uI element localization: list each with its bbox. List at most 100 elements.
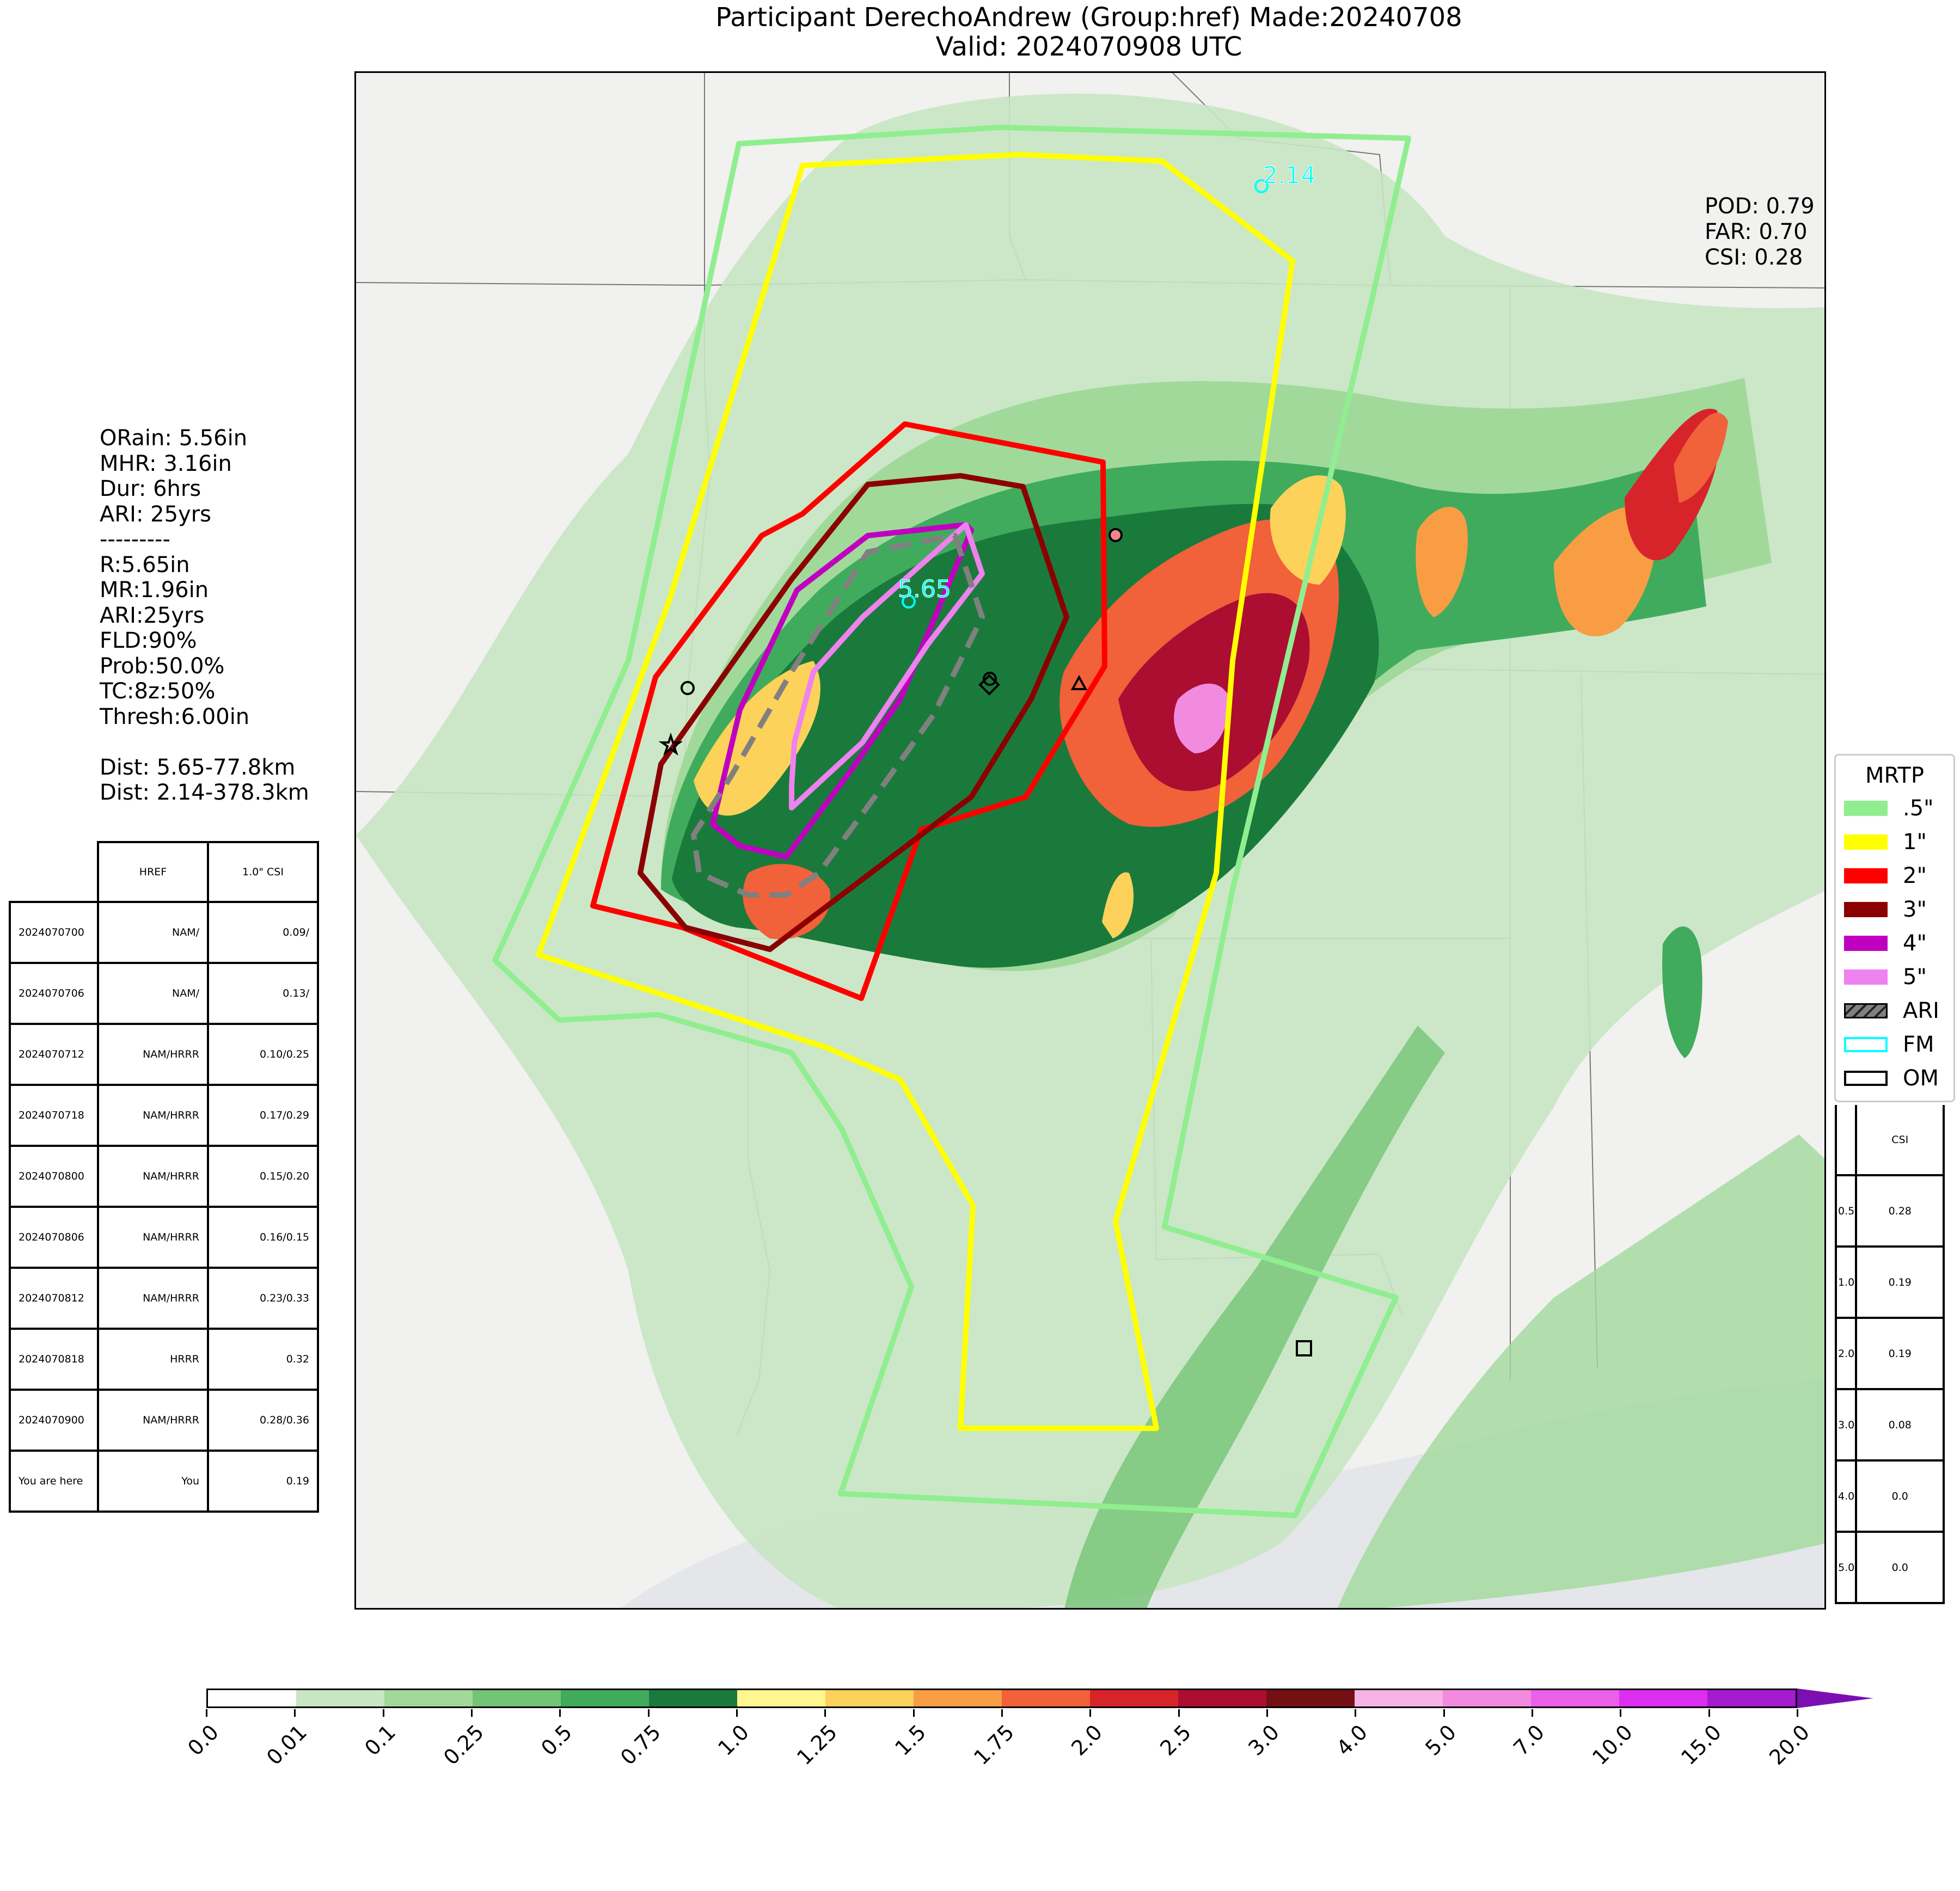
colorbar-segment — [649, 1690, 737, 1706]
run-csi: 0.13/ — [207, 962, 319, 1025]
info-line: R:5.65in — [100, 552, 190, 578]
table-row: 3.0 0.08 — [1834, 1388, 1945, 1462]
info-line: ARI:25yrs — [100, 603, 205, 628]
legend-label: FM — [1903, 1032, 1934, 1057]
table-row: 5.0 0.0 — [1834, 1531, 1945, 1604]
colorbar-tick-label: 15.0 — [1676, 1720, 1726, 1770]
csi-value: CSI: 0.28 — [1705, 245, 1803, 270]
colorbar-tick-label: 5.0 — [1420, 1720, 1461, 1760]
run-time: 2024070806 — [9, 1206, 99, 1269]
table-row: 2024070700 NAM/0.09/ — [9, 901, 319, 964]
colorbar-tick-label: 0.01 — [262, 1720, 312, 1770]
legend-item: 1" — [1836, 825, 1953, 859]
table-row: 0.5 0.28 — [1834, 1174, 1945, 1248]
colorbar-tick — [824, 1709, 826, 1717]
table-row: 2024070800 NAM/HRRR 0.15/0.20 — [9, 1145, 319, 1208]
colorbar-segment — [1443, 1690, 1531, 1706]
table-row: 1.0 0.19 — [1834, 1245, 1945, 1319]
marker-triangle — [1070, 674, 1088, 690]
colorbar-tick — [1001, 1709, 1003, 1717]
run-csi: 0.16/0.15 — [207, 1206, 319, 1269]
mrtp-1-contour — [536, 152, 1295, 1431]
report-markers — [658, 179, 1312, 1356]
run-model: NAM/ — [97, 901, 209, 964]
legend-swatch — [1844, 801, 1888, 816]
csi-value: 0.19 — [1855, 1245, 1945, 1319]
header-cell-blank — [10, 842, 99, 903]
run-csi: 0.15/0.20 — [207, 1145, 319, 1208]
colorbar-segment — [296, 1690, 384, 1706]
legend-item: 4" — [1836, 926, 1953, 960]
colorbar-segment — [208, 1690, 296, 1706]
csi-value: 0.08 — [1855, 1388, 1945, 1462]
run-time: 2024070706 — [9, 962, 99, 1025]
colorbar-segment — [473, 1690, 561, 1706]
colorbar-tick-label: 2.5 — [1155, 1720, 1196, 1760]
csi-value: 0.0 — [1855, 1459, 1945, 1533]
precip-field — [356, 94, 1824, 1608]
colorbar-tick-label: 3.0 — [1244, 1720, 1284, 1760]
run-csi: 0.10/0.25 — [207, 1023, 319, 1086]
csi-threshold: 0.5 — [1834, 1174, 1858, 1248]
csi-value: 0.28 — [1855, 1174, 1945, 1248]
mrtp-3-contour — [638, 473, 1069, 952]
run-csi: 0.17/0.29 — [207, 1084, 319, 1147]
csi-threshold: 3.0 — [1834, 1388, 1858, 1462]
csi-threshold: 1.0 — [1834, 1245, 1858, 1319]
colorbar-tick-label: 2.0 — [1067, 1720, 1107, 1760]
run-time: 2024070712 — [9, 1023, 99, 1086]
run-time: 2024070800 — [9, 1145, 99, 1208]
colorbar-segment — [1355, 1690, 1443, 1706]
csi-table: CSI 0.5 0.28 1.0 0.19 2.0 0.19 3.0 0.08 4.0 0… — [1834, 1105, 1945, 1604]
legend-item: 2" — [1836, 859, 1953, 893]
marker-square — [1296, 1340, 1312, 1356]
mrtp-0.5-contour — [492, 125, 1411, 1518]
ari-contour — [691, 533, 985, 898]
colorbar-tick — [1266, 1709, 1268, 1717]
colorbar-tick — [647, 1709, 650, 1717]
legend-item: ARI — [1836, 994, 1953, 1028]
colorbar-tick — [1443, 1709, 1445, 1717]
csi-header-blank — [1834, 1105, 1858, 1176]
colorbar-tick — [912, 1709, 915, 1717]
fm-marker-near — [902, 594, 916, 609]
colorbar-tick-label: 7.0 — [1509, 1720, 1549, 1760]
legend-item: 3" — [1836, 893, 1953, 926]
legend-label: ARI — [1903, 998, 1939, 1023]
run-time: 2024070900 — [9, 1389, 99, 1452]
csi-header: CSI — [1855, 1105, 1945, 1176]
colorbar-tick-label: 10.0 — [1588, 1720, 1638, 1770]
colorbar — [206, 1689, 1797, 1708]
colorbar-segment — [737, 1690, 825, 1706]
colorbar-segment — [1531, 1690, 1619, 1706]
colorbar-tick-label: 20.0 — [1765, 1720, 1815, 1770]
run-time: 2024070818 — [9, 1328, 99, 1391]
precipitation-map: 2.14 5.65 — [354, 71, 1826, 1610]
mrtp-contours — [492, 125, 1411, 1518]
info-line — [100, 729, 309, 755]
legend-label: 4" — [1903, 931, 1927, 956]
mrtp-legend: MRTP .5" 1" 2" 3" 4" 5" ARI FM OM — [1834, 754, 1955, 1102]
pod-value: POD: 0.79 — [1705, 194, 1815, 219]
legend-item: .5" — [1836, 791, 1953, 825]
run-model: NAM/HRRR — [97, 1267, 209, 1330]
info-line: ARI: 25yrs — [100, 501, 211, 527]
colorbar-extend-arrow — [1797, 1689, 1873, 1708]
csi-value: 0.0 — [1855, 1531, 1945, 1604]
colorbar-tick — [206, 1709, 207, 1717]
run-csi: 0.32 — [207, 1328, 319, 1391]
legend-item: FM — [1836, 1028, 1953, 1061]
legend-title: MRTP — [1865, 763, 1924, 788]
colorbar-segment — [384, 1690, 473, 1706]
colorbar-tick — [471, 1709, 473, 1717]
legend-label: 5" — [1903, 965, 1927, 990]
far-value: FAR: 0.70 — [1705, 219, 1808, 244]
table-row: 2024070806 NAM/HRRR 0.16/0.15 — [9, 1206, 319, 1269]
colorbar-segment — [1090, 1690, 1178, 1706]
info-line: Dur: 6hrs — [100, 476, 201, 501]
verification-stats: POD: 0.79 FAR: 0.70 CSI: 0.28 — [1705, 194, 1815, 271]
fm-label-near: 5.65 — [898, 575, 951, 603]
table-row: You are here You 0.19 — [9, 1450, 319, 1513]
legend-label: 1" — [1903, 830, 1927, 855]
colorbar-tick-label: 1.0 — [713, 1720, 754, 1760]
